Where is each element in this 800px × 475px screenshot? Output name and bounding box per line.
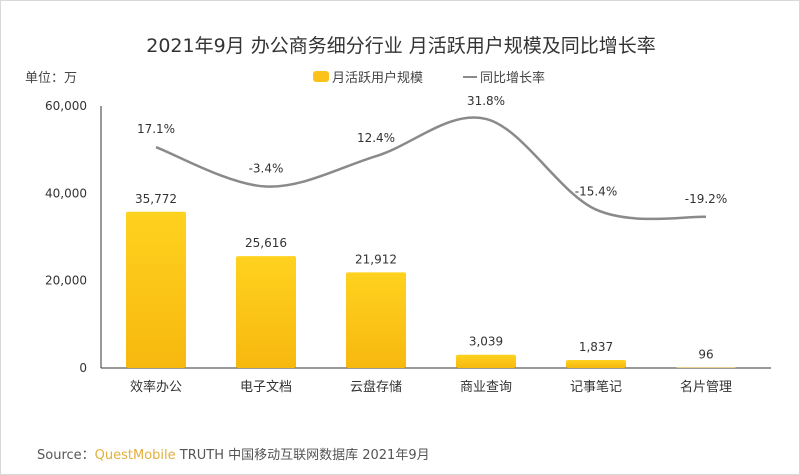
growth-label: 12.4% xyxy=(357,131,395,145)
y-tick-label: 20,000 xyxy=(45,274,87,288)
bar-value-label: 25,616 xyxy=(245,236,287,250)
y-tick-label: 60,000 xyxy=(45,99,87,113)
source-note: Source：QuestMobile TRUTH 中国移动互联网数据库 2021… xyxy=(37,444,430,463)
bar-value-label: 3,039 xyxy=(469,335,503,349)
bar-value-label: 96 xyxy=(698,348,713,362)
x-tick-label: 名片管理 xyxy=(680,379,732,395)
x-tick-label: 商业查询 xyxy=(460,380,512,395)
bar-value-label: 1,837 xyxy=(579,340,613,354)
source-text: TRUTH 中国移动互联网数据库 2021年9月 xyxy=(175,448,430,463)
y-tick-label: 0 xyxy=(79,361,87,375)
bar xyxy=(236,256,296,368)
legend-line-label: 同比增长率 xyxy=(480,71,546,86)
bar xyxy=(456,354,516,368)
legend-line-swatch xyxy=(463,75,478,78)
bar xyxy=(346,272,406,368)
unit-label: 单位：万 xyxy=(25,71,78,86)
bar xyxy=(126,211,186,368)
x-tick-label: 电子文档 xyxy=(240,380,292,395)
source-brand: QuestMobile xyxy=(94,448,176,463)
bar-value-label: 21,912 xyxy=(355,252,397,266)
legend-bar-swatch xyxy=(313,71,329,82)
x-tick-label: 记事笔记 xyxy=(570,379,622,395)
source-prefix: Source： xyxy=(37,448,95,463)
legend: 月活跃用户规模 同比增长率 xyxy=(313,67,545,86)
growth-line xyxy=(155,116,707,221)
chart-title: 2021年9月 办公商务细分行业 月活跃用户规模及同比增长率 xyxy=(146,35,656,57)
bar xyxy=(566,359,626,368)
growth-label: -3.4% xyxy=(249,162,284,176)
x-tick-label: 云盘存储 xyxy=(350,379,402,395)
growth-label: -19.2% xyxy=(685,192,727,206)
y-tick-label: 40,000 xyxy=(45,186,87,200)
growth-label: 17.1% xyxy=(137,122,175,136)
bar-value-label: 35,772 xyxy=(135,192,177,206)
legend-bar-label: 月活跃用户规模 xyxy=(332,71,424,86)
x-tick-label: 效率办公 xyxy=(130,379,182,395)
growth-label: 31.8% xyxy=(467,94,505,108)
growth-label: -15.4% xyxy=(575,185,617,199)
